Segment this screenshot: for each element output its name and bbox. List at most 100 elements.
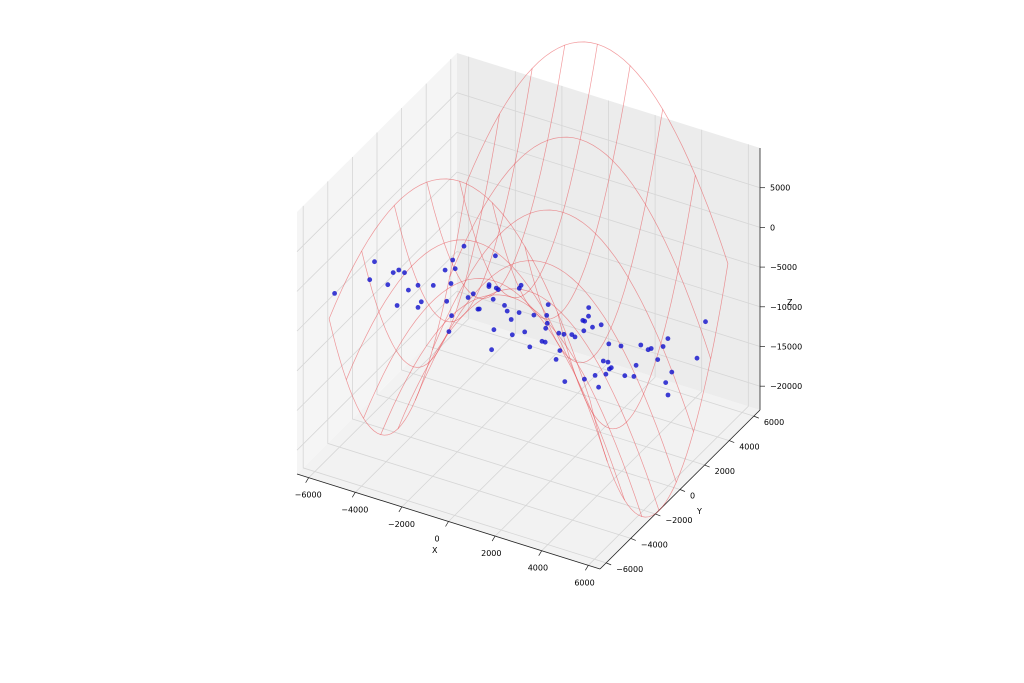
data-point [522, 329, 528, 335]
data-point [703, 319, 708, 325]
grid-line-z [296, 211, 761, 372]
y-tick [704, 464, 710, 468]
data-point [450, 257, 456, 263]
data-point [486, 282, 492, 288]
data-point [509, 332, 515, 338]
data-point [542, 339, 548, 345]
grid-lines [296, 56, 761, 566]
tick-marks: −6000−4000−20000200040006000−6000−4000−2… [295, 184, 803, 588]
data-point [449, 313, 454, 319]
grid-line-x [541, 129, 703, 551]
data-point [406, 287, 411, 293]
z-tick-label: −20000 [770, 382, 802, 391]
data-point [603, 371, 609, 377]
grid-line-z [296, 92, 761, 252]
data-point [553, 357, 559, 362]
data-point [527, 344, 533, 350]
x-tick-label: 4000 [528, 564, 548, 573]
data-point [465, 295, 471, 300]
data-point [415, 305, 421, 310]
wireframe-line [328, 178, 591, 401]
data-point [475, 306, 481, 312]
data-point [493, 285, 499, 291]
data-point [631, 374, 637, 379]
data-point [543, 325, 549, 331]
data-point [660, 344, 666, 349]
data-point [470, 291, 476, 297]
y-axis-label: Y [696, 507, 702, 516]
data-point [444, 298, 450, 304]
y-tick [729, 440, 735, 443]
grid-line-y [351, 157, 656, 515]
data-point [694, 355, 700, 361]
x-tick [351, 492, 356, 498]
y-tick [679, 489, 686, 492]
data-point [663, 380, 669, 385]
data-point [561, 331, 567, 337]
x-tick-label: −2000 [388, 520, 415, 529]
wireframe-line [380, 294, 643, 517]
data-point [596, 384, 601, 390]
data-point [582, 376, 587, 382]
data-point [586, 305, 592, 310]
axis-labels: X Y Z [432, 298, 793, 555]
x-tick [445, 521, 449, 527]
x-tick-label: −6000 [295, 491, 322, 500]
data-point [518, 282, 524, 288]
data-point [415, 282, 421, 288]
wireframe-line [449, 136, 712, 359]
z-tick-label: 0 [770, 223, 775, 232]
data-point [504, 308, 510, 314]
data-point [645, 347, 651, 353]
grid-line-z [296, 290, 761, 451]
data-point [590, 324, 595, 330]
data-point [618, 343, 624, 349]
data-point [665, 336, 671, 341]
data-point [638, 342, 644, 348]
data-point [633, 362, 639, 368]
z-tick-label: −15000 [770, 342, 802, 351]
data-point [516, 310, 522, 315]
grid-line-y [450, 59, 754, 417]
y-tick-label: −6000 [616, 565, 643, 574]
data-point [655, 357, 661, 362]
data-point [394, 303, 400, 308]
z-tick-label: −10000 [770, 303, 802, 312]
data-point [418, 299, 424, 305]
data-point [622, 373, 628, 379]
x-tick [305, 477, 309, 483]
x-tick-label: 2000 [481, 549, 501, 558]
data-point [446, 329, 452, 334]
data-point [332, 291, 337, 296]
grid-line-x [494, 115, 656, 537]
data-point [452, 266, 458, 272]
data-point [544, 320, 550, 326]
grid-line-x [308, 56, 470, 478]
x-tick [491, 535, 496, 542]
data-point [502, 303, 507, 308]
wireframe-line [432, 209, 694, 432]
data-point [556, 330, 562, 336]
grid-line-y [302, 205, 607, 564]
y-tick [606, 562, 612, 566]
z-tick-label: −5000 [770, 263, 797, 272]
y-tick-label: 2000 [715, 467, 735, 476]
grid-line-z [296, 171, 761, 332]
grid-line-x [401, 85, 563, 508]
data-point [544, 313, 550, 318]
y-tick-label: 0 [690, 492, 695, 501]
data-point [592, 373, 598, 378]
z-axis-label: Z [787, 298, 793, 307]
data-point [562, 379, 568, 384]
grid-line-y [327, 181, 631, 539]
wireframe-line [345, 239, 608, 462]
data-point [605, 359, 611, 365]
grid-line-z [296, 251, 761, 411]
data-point [580, 318, 586, 323]
y-tick [630, 538, 636, 541]
grid-line-y [401, 108, 705, 466]
grid-line-x [355, 71, 516, 493]
wireframe-line [363, 278, 625, 501]
grid-line-x [588, 144, 749, 566]
